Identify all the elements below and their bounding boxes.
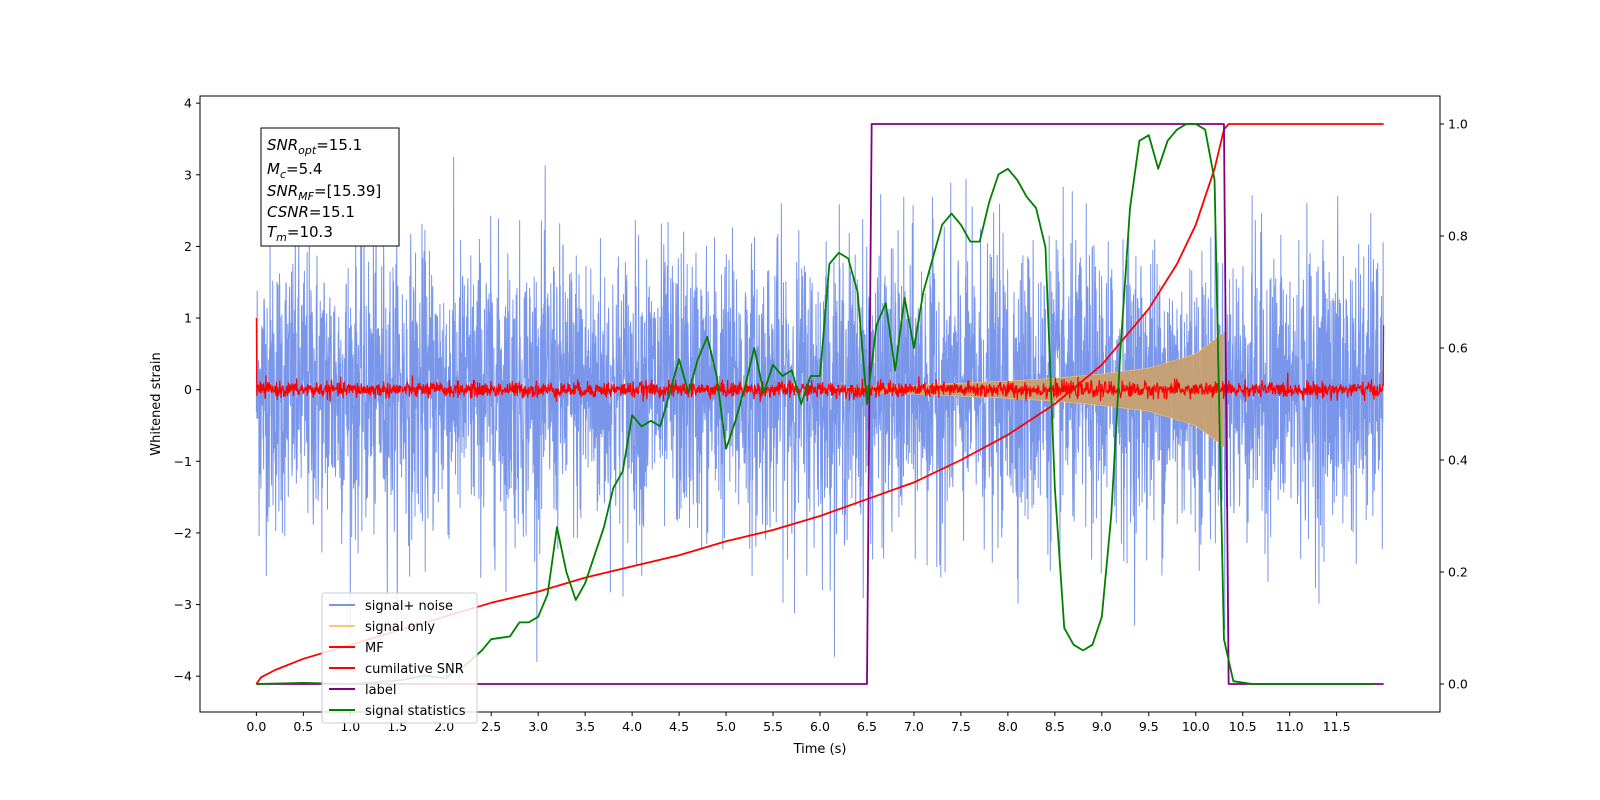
y-tick-label-left: −1 [174,454,192,469]
x-tick-label: 5.5 [763,719,783,734]
x-tick-label: 7.0 [904,719,924,734]
y-tick-label-right: 0.8 [1448,229,1468,244]
legend-label-signal-noise: signal+ noise [365,599,453,614]
y-tick-label-right: 0.2 [1448,565,1468,580]
legend-label-mf: MF [365,641,384,656]
x-tick-label: 8.5 [1045,719,1065,734]
y-tick-label-left: 4 [184,96,192,111]
legend-label-cumulative-snr: cumilative SNR [365,662,464,677]
y-tick-label-right: 1.0 [1448,117,1468,132]
x-tick-label: 6.5 [857,719,877,734]
y-tick-label-left: 2 [184,239,192,254]
annotation-line-tm: Tm=10.3 [267,223,333,244]
x-tick-label: 4.0 [622,719,642,734]
x-tick-label: 8.0 [998,719,1018,734]
legend-label-signal-only: signal only [365,620,435,635]
x-tick-label: 11.0 [1276,719,1304,734]
x-tick-label: 2.5 [481,719,501,734]
y-tick-label-left: −3 [174,597,192,612]
y-axis-label-left: Whitened strain [149,352,164,455]
annotation-frame [260,127,400,247]
y-tick-label-left: 0 [184,382,192,397]
x-tick-label: 0.5 [293,719,313,734]
series-signal-statistics-line [256,123,1375,685]
annotation-line-snr-mf: SNRMF=[15.39] [267,182,381,203]
annotation-line-csnr: CSNR=15.1 [267,203,355,221]
legend-label-signal-statistics: signal statistics [365,704,466,719]
x-tick-label: 7.5 [951,719,971,734]
x-tick-label: 0.0 [246,719,266,734]
annotation-line-snr-opt: SNRopt=15.1 [267,136,362,157]
legend-frame [321,592,478,724]
x-tick-label: 10.0 [1182,719,1210,734]
y-tick-label-left: −2 [174,525,192,540]
annotation-line-mc: Mc=5.4 [267,160,322,181]
series-mf-line [255,318,1385,403]
x-tick-label: 11.5 [1323,719,1351,734]
x-tick-label: 3.5 [575,719,595,734]
x-tick-label: 3.0 [528,719,548,734]
x-tick-label: 5.0 [716,719,736,734]
legend-label-label: label [365,683,396,698]
x-tick-label: 9.5 [1139,719,1159,734]
x-axis-label: Time (s) [793,742,847,757]
x-tick-label: 6.0 [810,719,830,734]
x-tick-label: 10.5 [1229,719,1257,734]
y-tick-label-left: −4 [174,669,192,684]
y-tick-label-right: 0.0 [1448,677,1468,692]
legend: signal+ noise signal only MF cumilative … [321,592,478,724]
y-tick-label-left: 3 [184,167,192,182]
annotation-box: SNRopt=15.1 Mc=5.4 SNRMF=[15.39] CSNR=15… [260,127,400,247]
y-tick-label-left: 1 [184,311,192,326]
y-tick-label-right: 0.6 [1448,341,1468,356]
y-tick-label-right: 0.4 [1448,453,1468,468]
x-tick-label: 9.0 [1092,719,1112,734]
x-tick-label: 4.5 [669,719,689,734]
